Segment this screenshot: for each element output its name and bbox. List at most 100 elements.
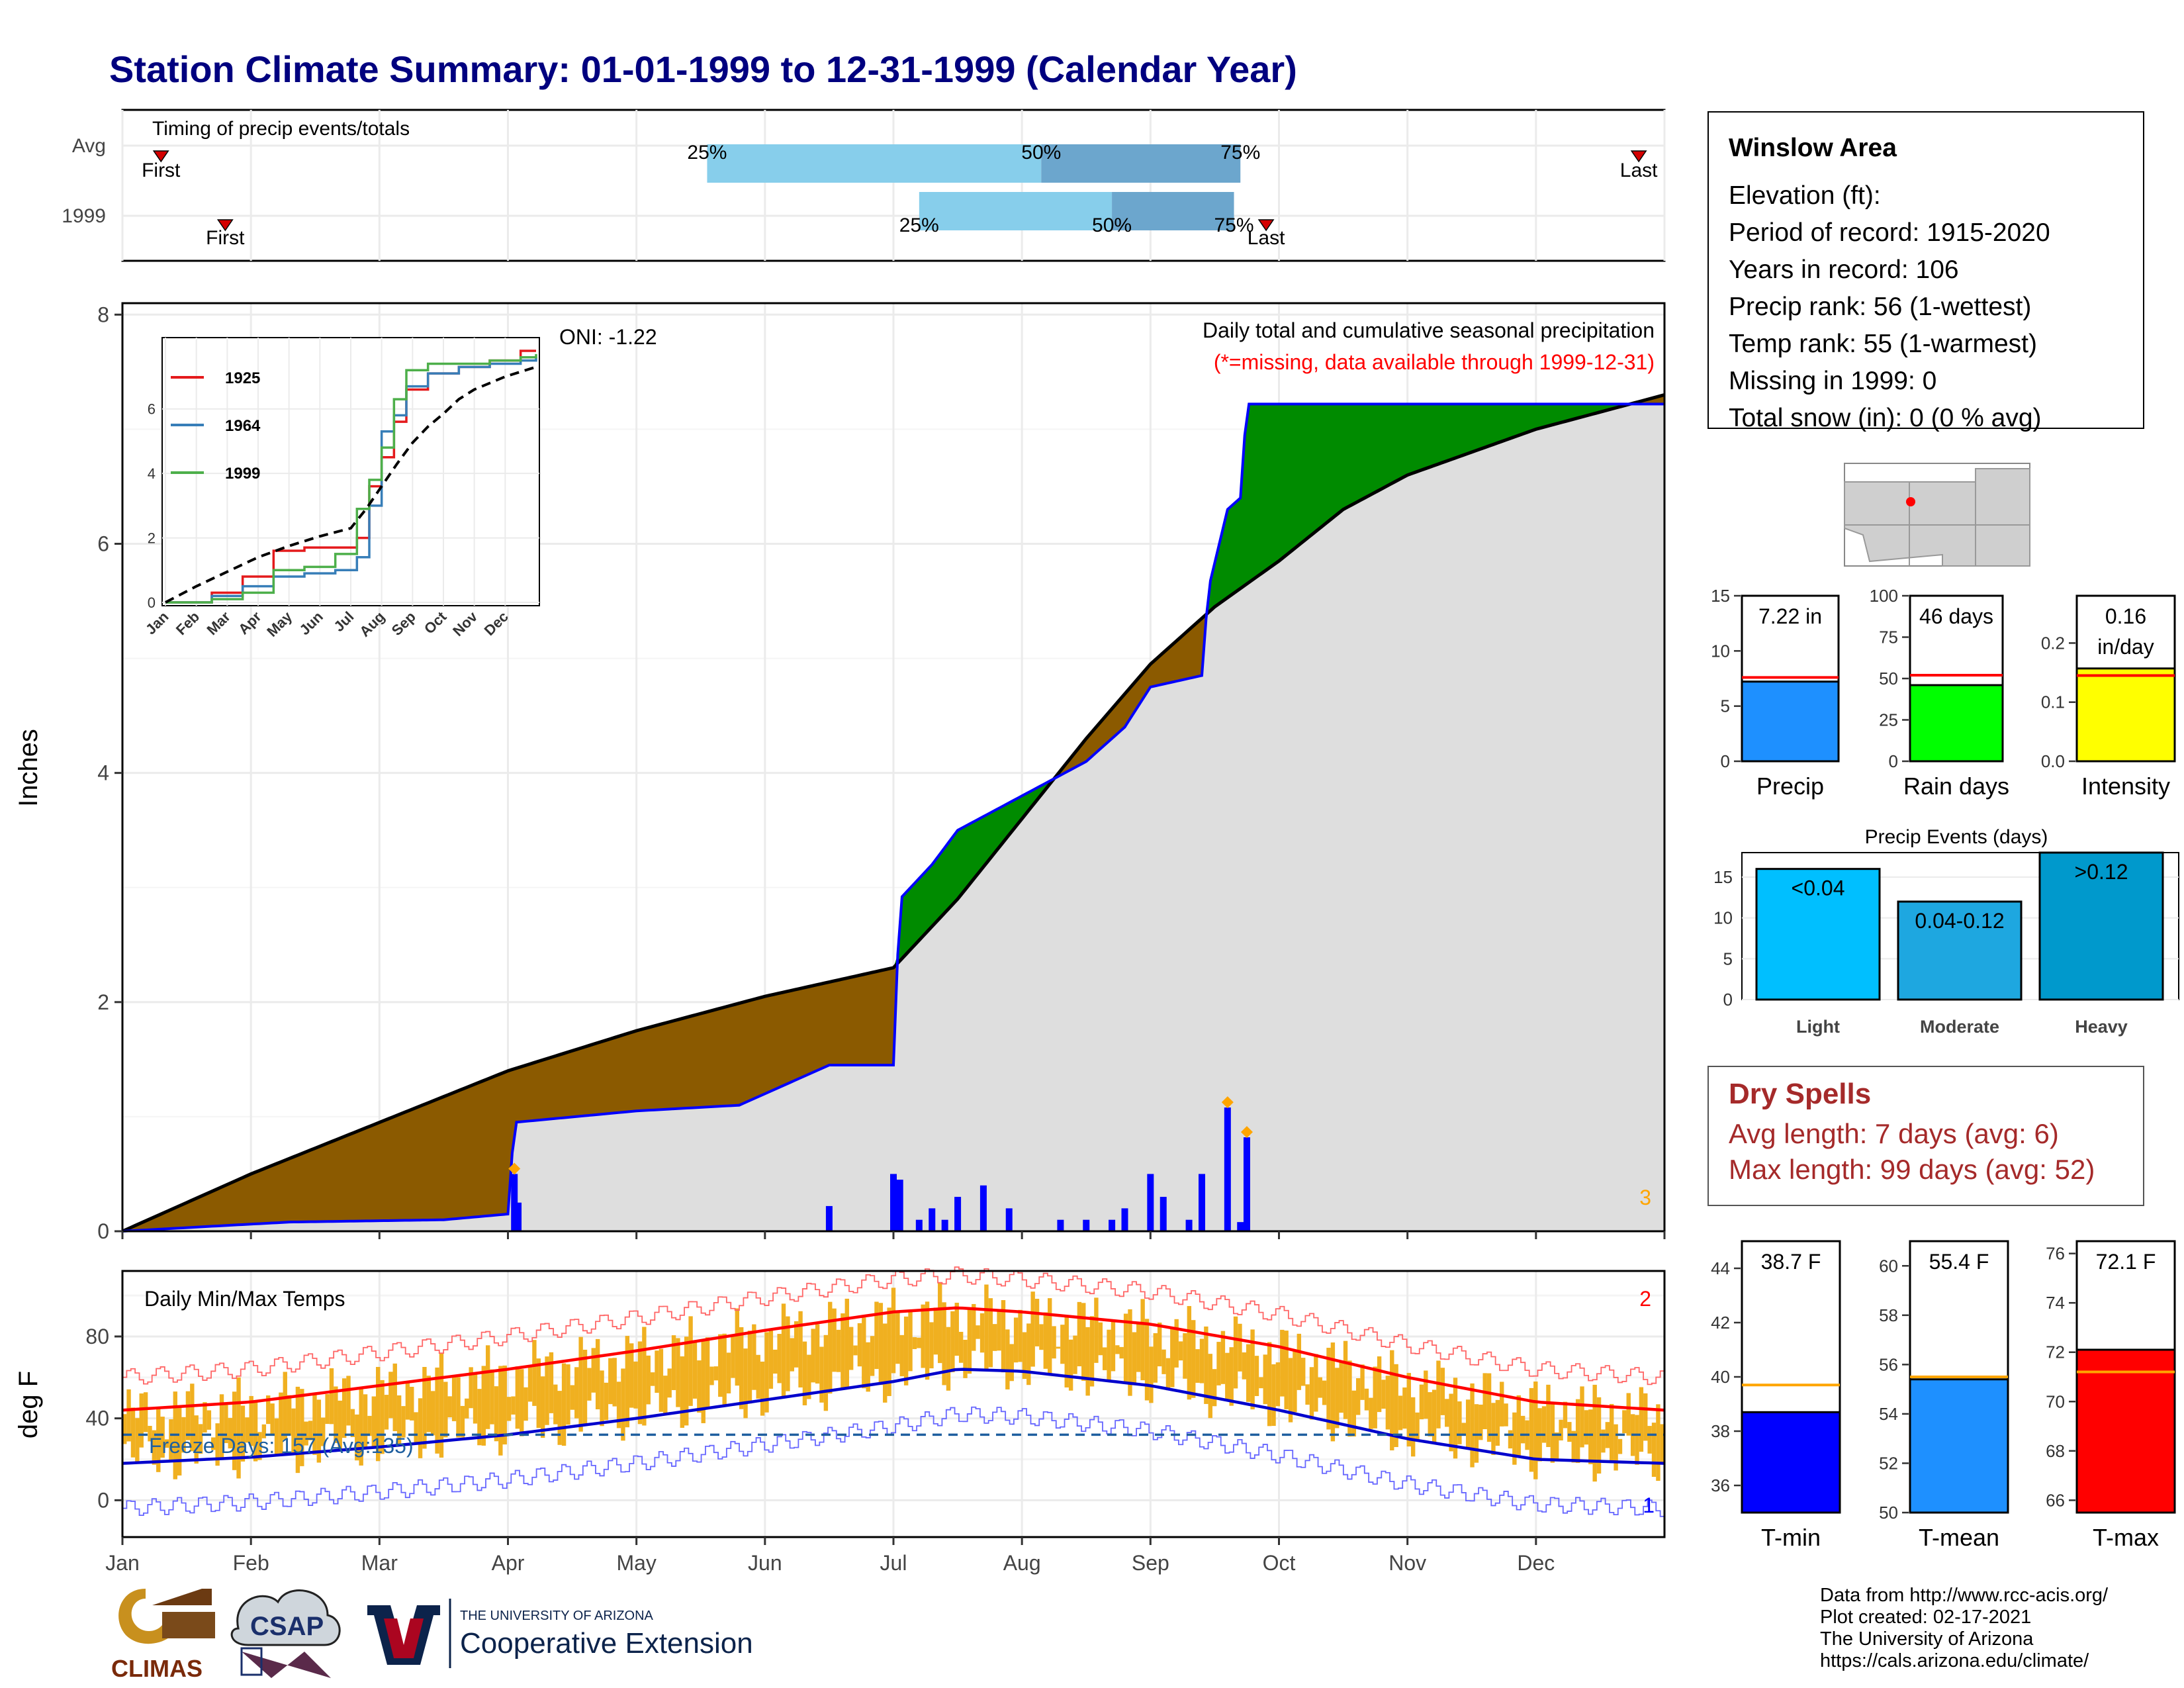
temp-daily-bar bbox=[152, 1430, 157, 1465]
timing-avg-25-label: 25% bbox=[687, 142, 727, 164]
temp-daily-bar bbox=[1660, 1424, 1665, 1464]
precip-y-tick-label: 0 bbox=[97, 1219, 109, 1243]
temp-daily-bar bbox=[1575, 1399, 1580, 1464]
temp-daily-bar bbox=[1643, 1393, 1648, 1441]
summary-y-tick-label: 0 bbox=[1889, 751, 1898, 771]
temp-daily-bar bbox=[997, 1311, 1001, 1351]
timing-avg-last-label: Last bbox=[1620, 160, 1658, 181]
temp-daily-bar bbox=[270, 1403, 275, 1436]
temp-avg-max-line bbox=[122, 1306, 1665, 1412]
temp-daily-bar bbox=[506, 1397, 512, 1421]
events-y-tick-label: 5 bbox=[1723, 949, 1733, 968]
temp-daily-bar bbox=[1529, 1387, 1534, 1472]
temp-daily-bar bbox=[1402, 1387, 1407, 1429]
timing-avg-first-label: First bbox=[142, 160, 181, 181]
csap-logo: CSAP bbox=[230, 1589, 341, 1678]
precip-max-marker bbox=[508, 1162, 521, 1175]
precip-daily-bar bbox=[954, 1197, 962, 1231]
temp-daily-bar bbox=[1128, 1309, 1132, 1396]
temp-daily-bar bbox=[1432, 1389, 1437, 1444]
temp-daily-bar bbox=[1482, 1373, 1487, 1429]
summary-y-tick-label: 25 bbox=[1879, 710, 1898, 730]
temp-daily-bar bbox=[629, 1343, 634, 1408]
month-x-tick-label: Oct bbox=[1263, 1551, 1296, 1575]
summary-bar-label: Rain days bbox=[1903, 773, 2009, 800]
temp-daily-bar bbox=[384, 1395, 389, 1430]
temp-daily-bar bbox=[1132, 1332, 1137, 1385]
summary-y-tick-label: 38 bbox=[1711, 1421, 1730, 1441]
precip-daily-bar bbox=[941, 1219, 948, 1231]
temp-daily-bar bbox=[646, 1355, 651, 1405]
summary-y-tick-label: 42 bbox=[1711, 1313, 1730, 1333]
temp-daily-bar bbox=[688, 1316, 693, 1406]
temp-daily-bar bbox=[203, 1402, 207, 1433]
temp-daily-bar bbox=[891, 1288, 896, 1374]
temp-daily-bar bbox=[1610, 1403, 1614, 1464]
timing-avg-75-label: 75% bbox=[1220, 142, 1260, 164]
temp-daily-bar bbox=[355, 1414, 359, 1461]
summary-value-label-2: in/day bbox=[2097, 635, 2154, 659]
precip-daily-bar bbox=[890, 1174, 897, 1231]
summary-y-tick-label: 44 bbox=[1711, 1258, 1730, 1278]
timing-1999-bar-lower bbox=[919, 192, 1113, 230]
temp-daily-bar bbox=[1326, 1348, 1331, 1430]
temp-daily-bar bbox=[684, 1336, 689, 1426]
credits: Data from http://www.rcc-acis.org/ Plot … bbox=[1820, 1585, 2108, 1672]
temp-daily-bar bbox=[903, 1316, 909, 1385]
summary-value-label: 46 days bbox=[1919, 604, 1993, 628]
temp-daily-bar bbox=[1144, 1319, 1150, 1401]
precip-daily-bar bbox=[1147, 1174, 1154, 1231]
inset-legend-label: 1999 bbox=[225, 465, 260, 483]
precip-y-tick-label: 2 bbox=[97, 990, 109, 1014]
temp-daily-bar bbox=[1520, 1415, 1525, 1444]
temp-daily-bar bbox=[1419, 1384, 1424, 1420]
temp-daily-bar bbox=[1580, 1386, 1584, 1448]
temp-daily-bar bbox=[1486, 1373, 1492, 1442]
temp-daily-bar bbox=[1622, 1410, 1627, 1434]
temp-daily-bar bbox=[735, 1308, 740, 1386]
temp-daily-bar bbox=[1479, 1404, 1483, 1440]
temp-daily-bar bbox=[1271, 1364, 1276, 1427]
temp-daily-bar bbox=[731, 1334, 735, 1378]
temp-daily-bar bbox=[591, 1348, 596, 1393]
temp-daily-bar bbox=[515, 1366, 520, 1429]
temp-daily-bar bbox=[1377, 1356, 1382, 1413]
precip-y-tick-label: 8 bbox=[97, 303, 109, 326]
climas-logo-text: CLIMAS bbox=[111, 1655, 203, 1682]
temp-daily-bar bbox=[410, 1387, 414, 1421]
temp-daily-bar bbox=[1410, 1397, 1416, 1457]
temp-daily-bar bbox=[253, 1401, 258, 1462]
inset-legend-label: 1925 bbox=[225, 369, 260, 387]
station-elevation: Elevation (ft): bbox=[1729, 181, 1881, 210]
temp-daily-bar bbox=[283, 1372, 287, 1440]
temp-daily-bar bbox=[1584, 1410, 1589, 1445]
temp-daily-bar bbox=[1381, 1380, 1386, 1409]
temp-daily-bar bbox=[608, 1358, 613, 1405]
temp-daily-bar bbox=[511, 1396, 516, 1415]
temp-daily-bar bbox=[164, 1439, 169, 1448]
station-snow: Total snow (in): 0 (0 % avg) bbox=[1729, 404, 2042, 432]
temp-summary-panel: 36 38 40 42 44 38.7 F T-min 50 52 54 56 58 60 55.4 F… bbox=[1711, 1240, 2176, 1551]
temp-daily-bar bbox=[988, 1298, 993, 1368]
temp-daily-bar bbox=[224, 1405, 228, 1444]
month-x-axis: Jan Feb Mar Apr May Jun Jul Aug Sep Oct Nov Dec bbox=[105, 1537, 1555, 1575]
temp-daily-bar bbox=[527, 1366, 533, 1402]
temp-daily-bar bbox=[312, 1393, 317, 1455]
temp-daily-bar bbox=[481, 1366, 486, 1446]
temp-daily-bar bbox=[1322, 1380, 1327, 1405]
temp-daily-bar bbox=[1060, 1325, 1065, 1364]
temp-daily-bar bbox=[494, 1386, 499, 1442]
temp-daily-bar bbox=[1191, 1320, 1196, 1398]
temp-corner-top: 2 bbox=[1639, 1287, 1651, 1311]
temp-record-max-line bbox=[122, 1266, 1664, 1385]
summary-y-tick-label: 52 bbox=[1879, 1453, 1898, 1473]
summary-y-tick-label: 40 bbox=[1711, 1367, 1730, 1387]
temp-daily-bar bbox=[418, 1398, 423, 1458]
month-x-tick-label: Aug bbox=[1003, 1551, 1041, 1575]
temp-daily-bar bbox=[815, 1324, 820, 1384]
page-title: Station Climate Summary: 01-01-1999 to 1… bbox=[109, 48, 1297, 90]
summary-bar-label: T-max bbox=[2093, 1524, 2159, 1551]
temp-daily-bar bbox=[295, 1386, 300, 1474]
month-x-tick-label: Feb bbox=[233, 1551, 269, 1575]
precip-y-tick-label: 6 bbox=[97, 532, 109, 555]
